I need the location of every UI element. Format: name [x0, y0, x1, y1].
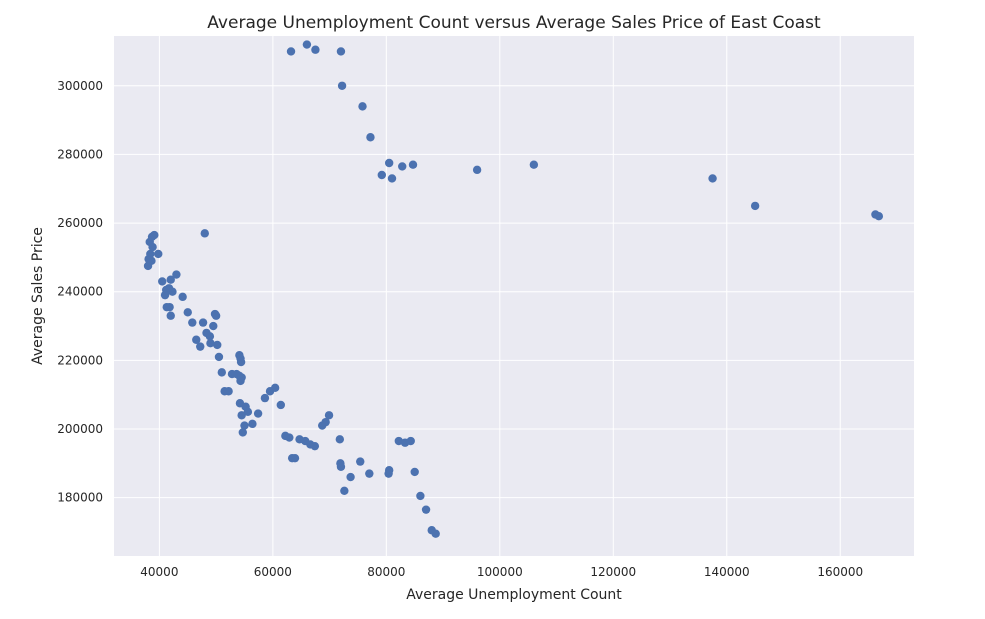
scatter-point: [209, 321, 218, 331]
scatter-point: [158, 277, 167, 286]
scatter-point: [286, 47, 296, 56]
scatter-point: [172, 270, 181, 279]
scatter-point: [276, 400, 286, 410]
scatter-point: [237, 411, 246, 420]
scatter-point: [529, 160, 539, 169]
scatter-point: [387, 174, 397, 183]
scatter-point: [337, 81, 347, 90]
scatter-point: [165, 302, 174, 312]
scatter-point: [248, 419, 257, 429]
scatter-point: [335, 435, 345, 444]
scatter-point: [178, 292, 187, 302]
scatter-point: [421, 505, 431, 514]
scatter-point: [365, 469, 374, 478]
scatter-point: [358, 102, 367, 111]
y-axis-label: Average Sales Price: [30, 227, 46, 365]
scatter-point: [406, 436, 415, 446]
y-tick-label: 240000: [57, 285, 103, 299]
scatter-point: [324, 411, 334, 420]
y-tick-label: 180000: [57, 491, 103, 505]
scatter-point: [346, 472, 355, 482]
scatter-point: [290, 453, 300, 463]
scatter-point: [166, 275, 175, 284]
scatter-point: [265, 387, 275, 396]
scatter-point: [236, 376, 245, 386]
x-tick-label: 120000: [590, 565, 636, 579]
scatter-point: [148, 242, 157, 252]
scatter-point: [366, 133, 375, 142]
scatter-point: [198, 318, 208, 327]
scatter-point: [188, 318, 197, 327]
scatter-point: [192, 335, 201, 344]
scatter-point: [206, 338, 215, 348]
scatter-point: [160, 290, 170, 300]
scatter-point: [214, 352, 224, 362]
scatter-point: [431, 529, 440, 538]
scatter-point: [708, 174, 717, 183]
scatter-point: [213, 340, 222, 350]
scatter-point: [224, 387, 233, 396]
scatter-point: [168, 287, 177, 296]
scatter-point: [166, 311, 175, 320]
scatter-point: [217, 368, 227, 377]
chart-title: Average Unemployment Count versus Averag…: [207, 13, 821, 33]
y-tick-label: 220000: [57, 353, 103, 367]
scatter-point: [143, 261, 153, 271]
scatter-point: [336, 462, 346, 471]
scatter-point: [211, 311, 221, 320]
y-axis-ticks: 180000 200000 220000 240000 260000 280000 3000…: [57, 79, 103, 505]
scatter-point: [154, 249, 163, 259]
y-tick-label: 280000: [57, 147, 103, 161]
scatter-point: [253, 409, 263, 418]
scatter-point: [318, 421, 327, 430]
x-axis-ticks: 40000 60000 80000 100000 120000 140000 160000: [140, 565, 863, 579]
scatter-point: [416, 491, 425, 501]
scatter-point: [236, 357, 246, 367]
scatter-point: [196, 342, 205, 351]
scatter-point: [336, 47, 346, 56]
data-points: [143, 40, 884, 538]
x-tick-label: 60000: [254, 565, 292, 579]
scatter-point: [384, 158, 394, 168]
scatter-point: [310, 441, 320, 451]
scatter-point: [398, 162, 407, 171]
scatter-point: [408, 160, 418, 169]
grid-lines: [114, 36, 914, 556]
scatter-point: [205, 332, 215, 341]
scatter-point: [384, 469, 393, 478]
y-tick-label: 300000: [57, 79, 103, 93]
scatter-point: [410, 467, 419, 477]
scatter-point: [260, 393, 270, 403]
x-axis-label: Average Unemployment Count: [406, 587, 622, 603]
scatter-point: [240, 421, 249, 430]
scatter-point: [243, 407, 253, 417]
scatter-point: [285, 433, 294, 442]
scatter-point: [472, 165, 482, 175]
x-tick-label: 80000: [367, 565, 405, 579]
scatter-point: [183, 308, 192, 317]
scatter-point: [200, 229, 209, 238]
y-tick-label: 200000: [57, 422, 103, 436]
scatter-point: [377, 170, 387, 180]
x-tick-label: 140000: [704, 565, 750, 579]
y-tick-label: 260000: [57, 216, 103, 230]
scatter-point: [750, 201, 760, 211]
scatter-point: [302, 40, 312, 49]
x-tick-label: 160000: [817, 565, 863, 579]
scatter-point: [356, 457, 365, 466]
scatter-point: [311, 45, 320, 54]
x-tick-label: 100000: [477, 565, 523, 579]
scatter-point: [340, 486, 349, 495]
x-tick-label: 40000: [140, 565, 178, 579]
plot-area: [114, 36, 914, 556]
scatter-point: [238, 428, 247, 437]
scatter-point: [874, 211, 884, 221]
